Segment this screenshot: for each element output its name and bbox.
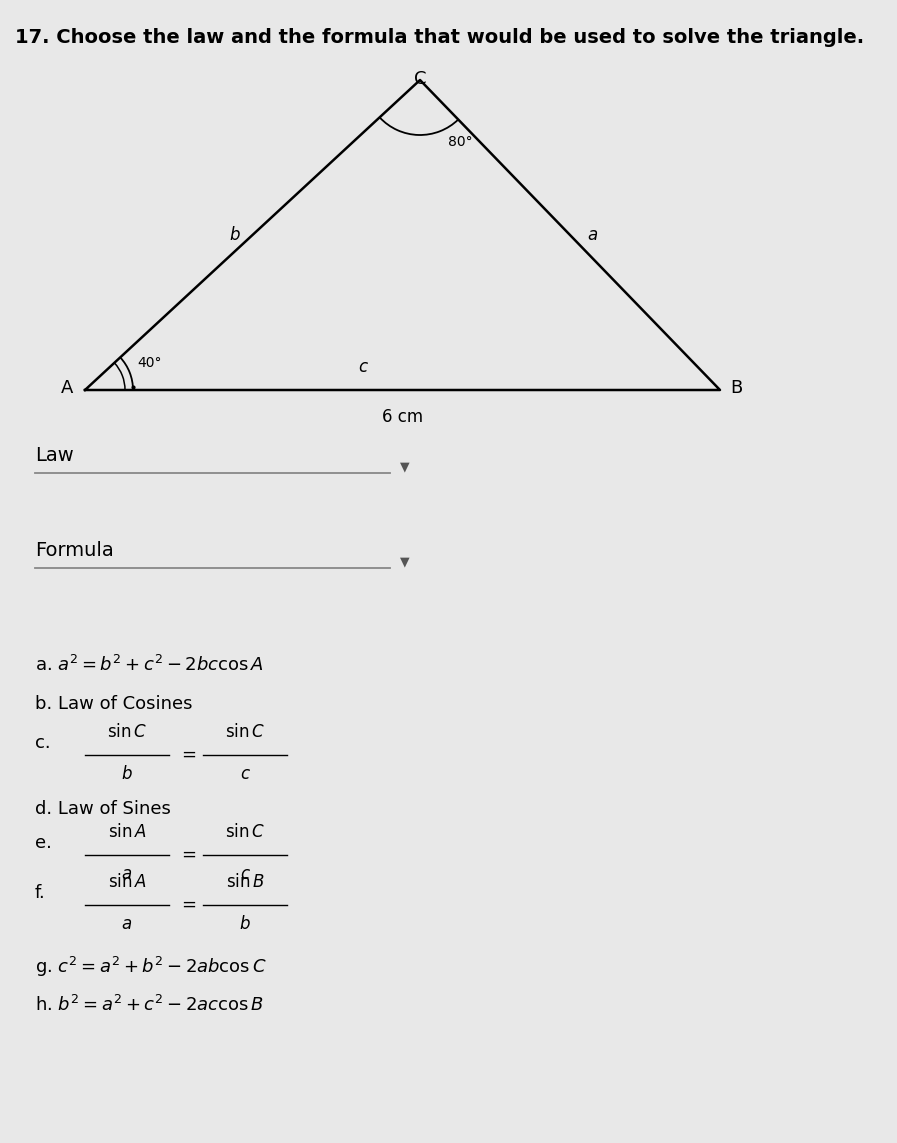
- Text: ▼: ▼: [400, 555, 410, 568]
- Text: d. Law of Sines: d. Law of Sines: [35, 800, 170, 818]
- Text: 6 cm: 6 cm: [382, 408, 423, 426]
- Text: h. $b^2 = a^2 + c^2 - 2ac\cos B$: h. $b^2 = a^2 + c^2 - 2ac\cos B$: [35, 996, 264, 1015]
- Text: 40°: 40°: [137, 355, 161, 370]
- Text: g. $c^2 = a^2 + b^2 - 2ab\cos C$: g. $c^2 = a^2 + b^2 - 2ab\cos C$: [35, 956, 266, 980]
- Text: $a$: $a$: [121, 865, 133, 884]
- Text: $b$: $b$: [239, 916, 251, 933]
- Text: 17. Choose the law and the formula that would be used to solve the triangle.: 17. Choose the law and the formula that …: [15, 27, 864, 47]
- Text: b: b: [230, 226, 239, 243]
- Text: ▼: ▼: [400, 461, 410, 473]
- Text: $b$: $b$: [121, 765, 133, 783]
- Text: =: =: [181, 896, 196, 914]
- Text: $\sin C$: $\sin C$: [225, 823, 265, 841]
- Text: $\sin C$: $\sin C$: [225, 724, 265, 741]
- Text: a. $a^2 = b^2 + c^2 - 2bc\cos A$: a. $a^2 = b^2 + c^2 - 2bc\cos A$: [35, 655, 264, 676]
- Text: c: c: [358, 358, 367, 376]
- Text: =: =: [181, 746, 196, 764]
- Text: B: B: [730, 379, 742, 397]
- Text: $\sin A$: $\sin A$: [108, 873, 146, 892]
- Text: $a$: $a$: [121, 916, 133, 933]
- Text: Law: Law: [35, 446, 74, 465]
- Text: Formula: Formula: [35, 541, 114, 560]
- Text: $\sin A$: $\sin A$: [108, 823, 146, 841]
- Text: b. Law of Cosines: b. Law of Cosines: [35, 695, 193, 713]
- Text: c.: c.: [35, 734, 50, 752]
- Text: $c$: $c$: [239, 765, 250, 783]
- Text: A: A: [61, 379, 73, 397]
- Text: 80°: 80°: [448, 135, 473, 149]
- Text: a: a: [587, 226, 597, 243]
- Text: e.: e.: [35, 834, 52, 852]
- Text: C: C: [414, 70, 426, 88]
- Text: $\sin B$: $\sin B$: [225, 873, 265, 892]
- Text: =: =: [181, 846, 196, 864]
- Text: $\sin C$: $\sin C$: [107, 724, 147, 741]
- Text: f.: f.: [35, 884, 46, 902]
- Text: $c$: $c$: [239, 865, 250, 884]
